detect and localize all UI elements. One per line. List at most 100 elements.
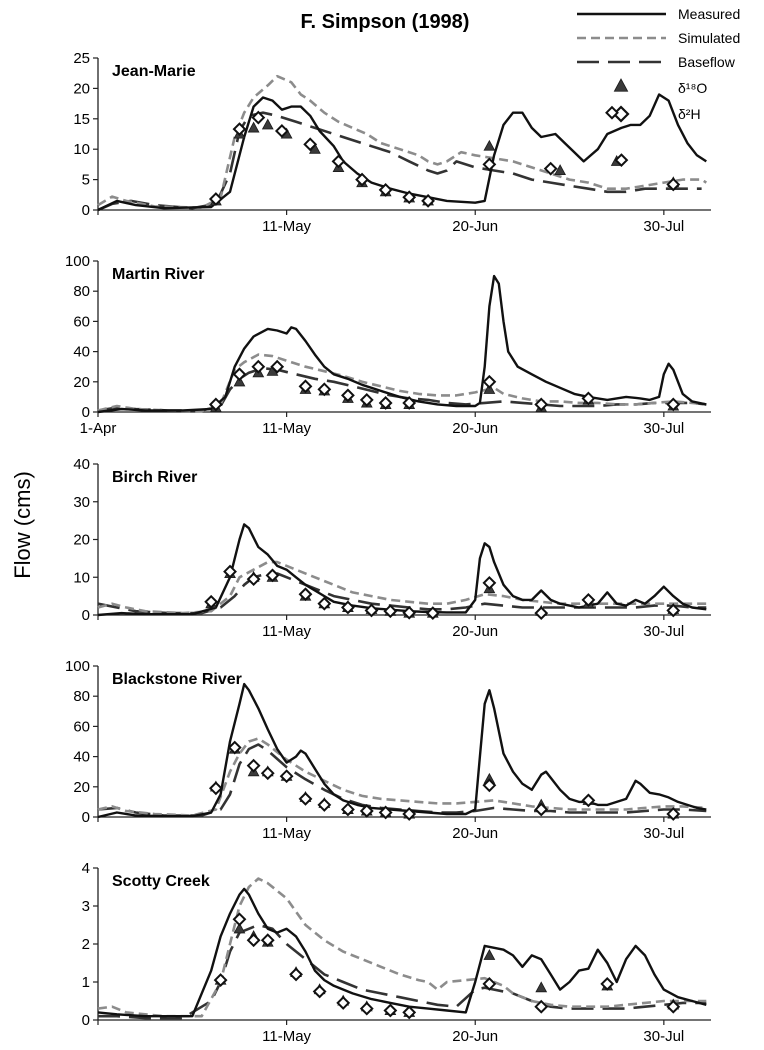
d18o-point xyxy=(483,949,496,960)
d2h-point xyxy=(341,802,355,817)
d2h-point xyxy=(279,769,294,784)
d2h-point xyxy=(378,805,393,820)
panel-blackstone-river: 0 20 40 60 80 100 11-May 20-Jun 30-Jul Blackstone… xyxy=(65,658,711,842)
measured-series-line xyxy=(97,274,707,414)
d2h-point xyxy=(232,912,247,927)
d2h-point xyxy=(666,397,681,412)
d2h-point xyxy=(402,1005,417,1020)
x-tick-label: 30-Jul xyxy=(643,420,684,437)
y-tick-label: 2 xyxy=(82,936,90,953)
y-tick-label: 20 xyxy=(73,779,90,796)
d2h-point xyxy=(378,396,393,410)
x-tick-label: 20-Jun xyxy=(452,420,498,437)
d2h-point xyxy=(274,124,289,138)
y-tick-label: 1 xyxy=(82,974,90,991)
legend-label: δ²H xyxy=(678,106,701,122)
panel-jean-marie: 0 5 10 15 20 25 11-May 20-Jun 30-Jul Jean-Marie xyxy=(73,50,711,235)
y-tick-label: 3 xyxy=(82,898,90,915)
measured-series-line xyxy=(97,887,707,1018)
d2h-point xyxy=(581,793,596,808)
d2h-point xyxy=(251,110,266,125)
d2h-point xyxy=(331,154,346,169)
d2h-point xyxy=(270,359,285,374)
y-tick-label: 25 xyxy=(73,50,90,67)
d2h-point xyxy=(303,137,318,152)
d2h-point xyxy=(317,382,332,397)
legend-label: Measured xyxy=(678,6,740,22)
d2h-point xyxy=(614,153,629,168)
d18o-point xyxy=(261,118,274,130)
d2h-point xyxy=(581,592,596,607)
d2h-point xyxy=(298,587,313,602)
d2h-point xyxy=(317,798,332,812)
d18o-point xyxy=(554,164,567,176)
baseflow-series-line xyxy=(97,366,707,412)
y-tick-label: 80 xyxy=(73,688,90,705)
simulated-series-line xyxy=(97,737,707,817)
d2h-point xyxy=(341,388,355,403)
x-tick-label: 11-May xyxy=(262,420,311,437)
d2h-point xyxy=(581,391,596,406)
d2h-point xyxy=(359,1001,374,1016)
d2h-point xyxy=(227,740,242,755)
d2h-point xyxy=(232,122,247,137)
d2h-point xyxy=(402,396,417,410)
x-tick-label: 30-Jul xyxy=(643,825,684,842)
y-tick-label: 20 xyxy=(73,374,90,391)
d2h-point xyxy=(402,190,417,205)
d18o-point xyxy=(247,121,260,133)
x-tick-label: 20-Jun xyxy=(452,1028,498,1045)
legend-label: Baseflow xyxy=(678,54,736,70)
d2h-point xyxy=(208,781,223,796)
d2h-point xyxy=(534,606,549,621)
d2h-point xyxy=(204,594,219,609)
y-tick-label: 100 xyxy=(65,253,90,270)
d2h-point xyxy=(298,379,313,394)
y-tick-label: 10 xyxy=(73,569,90,586)
d2h-point xyxy=(336,995,351,1010)
x-tick-label: 30-Jul xyxy=(643,218,684,235)
y-tick-label: 0 xyxy=(82,607,90,624)
baseflow-series-line xyxy=(97,572,707,615)
y-tick-label: 4 xyxy=(82,860,90,877)
d2h-point xyxy=(364,603,379,618)
y-tick-label: 0 xyxy=(82,202,90,219)
d2h-point xyxy=(605,105,619,120)
d2h-point xyxy=(246,933,261,948)
y-tick-label: 0 xyxy=(82,1012,90,1029)
d2h-point xyxy=(251,359,266,374)
x-tick-label: 11-May xyxy=(262,825,311,842)
d18o-point xyxy=(483,139,496,151)
y-tick-label: 40 xyxy=(73,749,90,766)
x-tick-label: 30-Jul xyxy=(643,623,684,640)
d2h-point xyxy=(355,172,369,187)
y-tick-label: 20 xyxy=(73,80,90,97)
d2h-point xyxy=(482,374,497,389)
y-tick-label: 15 xyxy=(73,111,90,128)
d2h-point xyxy=(482,778,497,793)
y-tick-label: 80 xyxy=(73,283,90,300)
panel-martin-river: 0 20 40 60 80 100 1-Apr 11-May 20-Jun 30-Jul Marti… xyxy=(65,253,711,437)
x-tick-label: 20-Jun xyxy=(452,825,498,842)
legend-d18o-swatch xyxy=(613,78,629,92)
d2h-point xyxy=(359,804,374,818)
x-tick-label: 11-May xyxy=(262,1028,311,1045)
baseflow-series-line xyxy=(98,923,707,1020)
panel-scotty-creek: 0 1 2 3 4 11-May 20-Jun 30-Jul Scotty Creek xyxy=(82,860,711,1045)
d2h-point xyxy=(534,999,549,1014)
panel-title: Birch River xyxy=(112,469,197,486)
y-tick-label: 10 xyxy=(73,141,90,158)
baseflow-series-line xyxy=(97,743,707,817)
d2h-point xyxy=(482,575,497,590)
d2h-point xyxy=(312,984,327,999)
d2h-point xyxy=(543,161,558,176)
panel-title: Scotty Creek xyxy=(112,873,210,890)
d2h-point xyxy=(402,807,417,821)
legend: Measured Simulated Baseflow δ¹⁸O δ²H xyxy=(577,6,740,123)
d2h-point xyxy=(534,802,549,817)
y-tick-label: 40 xyxy=(73,344,90,361)
d2h-point xyxy=(246,572,261,587)
d2h-point xyxy=(260,766,275,781)
baseflow-series-line xyxy=(97,111,702,212)
